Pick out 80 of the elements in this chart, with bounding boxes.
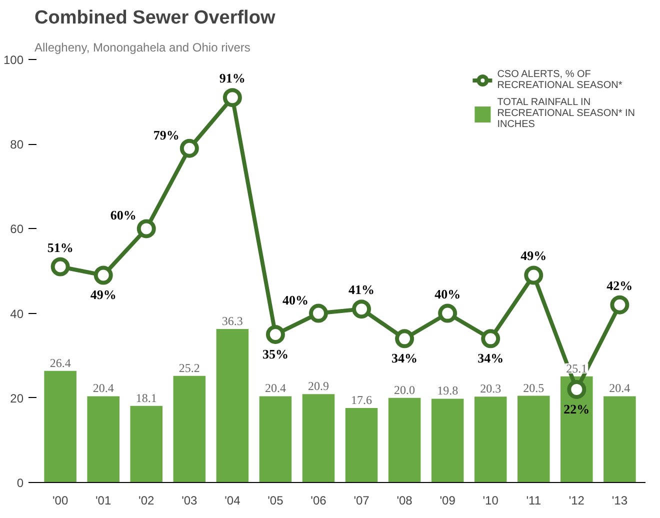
data-label: 51% xyxy=(47,240,74,255)
x-tick-label: '02 xyxy=(138,494,155,508)
data-label: 20.0 xyxy=(394,382,416,397)
data-label: 17.6 xyxy=(351,393,372,408)
point xyxy=(524,266,544,285)
x-tick-label: '12 xyxy=(568,494,585,508)
data-label: 20.3 xyxy=(480,382,502,396)
bar xyxy=(517,396,550,482)
data-label: 20.5 xyxy=(523,380,544,395)
x-tick-label: '10 xyxy=(482,494,499,508)
point xyxy=(266,324,285,344)
legend-label: CSO ALERTS, % OF RECREATIONAL SEASON* xyxy=(497,69,622,91)
x-tick-label: '05 xyxy=(268,494,284,508)
data-label: 35% xyxy=(262,346,288,362)
data-label: 41% xyxy=(348,282,375,298)
data-label: 40% xyxy=(434,286,461,302)
bar xyxy=(87,396,120,482)
data-label: 20.4 xyxy=(264,381,286,396)
legend-label: TOTAL RAINFALL IN RECREATIONAL SEASON* IN INCHES xyxy=(497,97,635,130)
data-label: 18.1 xyxy=(136,390,157,405)
data-label: 42% xyxy=(606,278,633,293)
point xyxy=(352,300,372,319)
y-tick-label: 20 xyxy=(10,391,24,406)
data-label: 20.4 xyxy=(92,381,114,396)
data-label: 25.2 xyxy=(178,360,200,375)
data-label: 22% xyxy=(564,401,590,416)
bar xyxy=(173,376,206,482)
data-label: 79% xyxy=(153,127,180,142)
point xyxy=(222,88,242,108)
data-label: 40% xyxy=(282,292,308,308)
bar xyxy=(44,370,76,482)
point xyxy=(50,257,70,276)
x-tick-label: '00 xyxy=(52,494,68,508)
y-tick-label: 100 xyxy=(3,53,24,67)
point xyxy=(94,266,113,285)
x-tick-label: '11 xyxy=(526,494,542,508)
point xyxy=(481,329,500,348)
data-label: 19.8 xyxy=(437,384,458,398)
y-tick-label: 40 xyxy=(10,306,24,321)
point xyxy=(308,304,328,323)
bar xyxy=(216,328,249,482)
data-label: 49% xyxy=(520,248,547,264)
point xyxy=(567,380,586,399)
chart-subtitle: Allegheny, Monongahela and Ohio rivers xyxy=(34,40,250,54)
x-tick-label: '07 xyxy=(354,494,370,508)
bar xyxy=(474,396,507,482)
bar xyxy=(259,396,292,482)
bar xyxy=(345,408,378,482)
point xyxy=(395,329,414,348)
data-label: 36.3 xyxy=(222,314,243,328)
data-label: 49% xyxy=(90,287,116,302)
x-tick-label: '09 xyxy=(440,494,456,508)
x-tick-label: '06 xyxy=(310,494,327,508)
data-label: 34% xyxy=(392,350,418,366)
bar xyxy=(302,394,335,482)
bar xyxy=(130,406,163,482)
y-tick-label: 0 xyxy=(16,476,24,490)
data-label: 34% xyxy=(478,350,504,366)
x-tick-label: '03 xyxy=(182,494,198,508)
chart-title: Combined Sewer Overflow xyxy=(34,8,276,28)
y-tick-label: 60 xyxy=(10,222,24,236)
point xyxy=(438,304,458,323)
data-label: 25.1 xyxy=(566,361,588,376)
bar xyxy=(388,398,421,482)
x-tick-label: '08 xyxy=(396,494,413,508)
point xyxy=(610,295,630,314)
bar xyxy=(604,396,636,482)
data-label: 20.4 xyxy=(609,381,630,396)
data-label: 26.4 xyxy=(50,356,71,370)
data-label: 20.9 xyxy=(308,379,329,394)
x-tick-label: '13 xyxy=(612,494,628,508)
x-tick-label: '04 xyxy=(224,494,241,508)
bar xyxy=(431,398,464,482)
bar xyxy=(560,376,593,482)
data-label: 91% xyxy=(219,70,246,86)
data-label: 60% xyxy=(110,208,136,223)
point xyxy=(180,138,199,158)
y-tick-label: 80 xyxy=(10,138,24,152)
point xyxy=(136,219,156,238)
x-tick-label: '01 xyxy=(96,494,112,508)
